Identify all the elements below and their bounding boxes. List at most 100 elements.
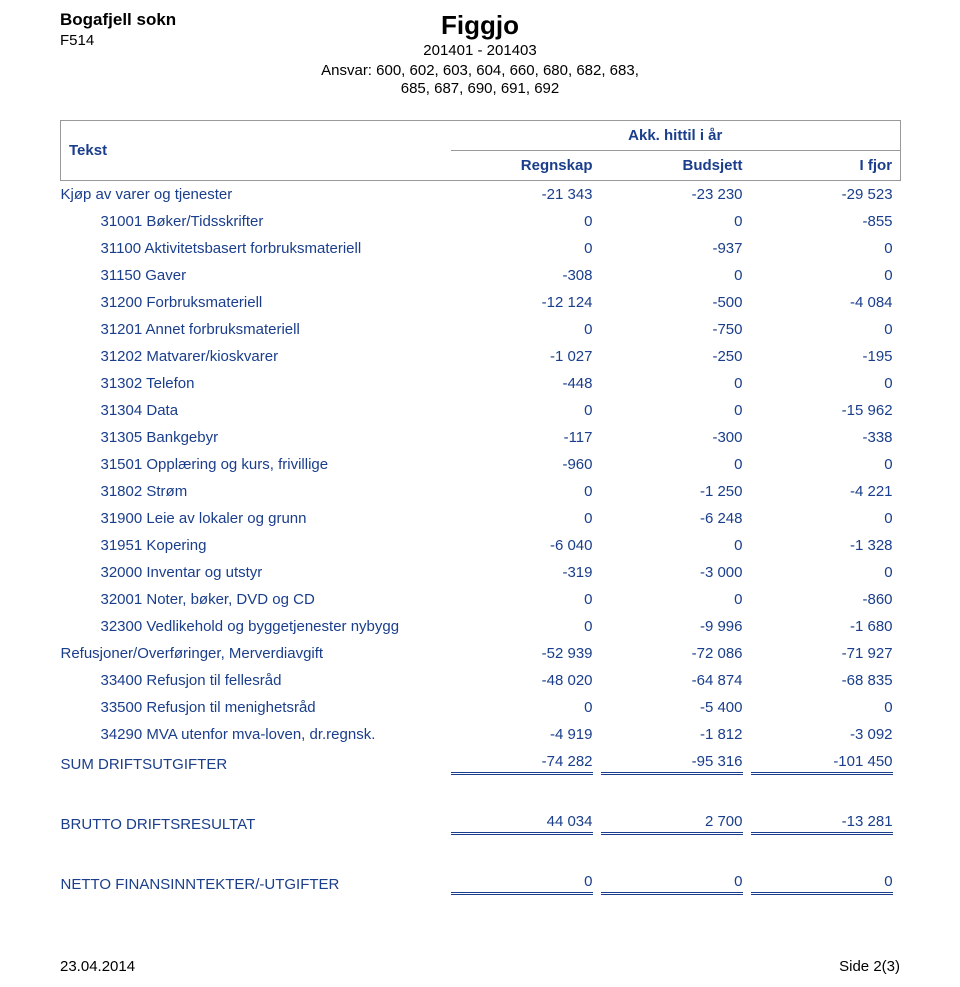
row-regnskap: 0 <box>451 397 601 424</box>
row-budsjett: -6 248 <box>601 505 751 532</box>
row-label: 31001 Bøker/Tidsskrifter <box>61 208 451 235</box>
row-regnskap: -319 <box>451 559 601 586</box>
row-budsjett: -300 <box>601 424 751 451</box>
row-budsjett: -9 996 <box>601 613 751 640</box>
row-ifjor: 0 <box>751 694 901 721</box>
row-ifjor: -855 <box>751 208 901 235</box>
row-label: 32001 Noter, bøker, DVD og CD <box>61 586 451 613</box>
row-label: 31304 Data <box>61 397 451 424</box>
row-regnskap: 0 <box>451 478 601 505</box>
row-budsjett: -23 230 <box>601 181 751 209</box>
row-regnskap: -1 027 <box>451 343 601 370</box>
row-label: 32300 Vedlikehold og byggetjenester nyby… <box>61 613 451 640</box>
sum-drift-ifjor: -101 450 <box>751 748 901 780</box>
table-row: 32000 Inventar og utstyr-319-3 0000 <box>61 559 901 586</box>
row-ifjor: 0 <box>751 316 901 343</box>
row-regnskap: 0 <box>451 208 601 235</box>
row-label: 33500 Refusjon til menighetsråd <box>61 694 451 721</box>
row-ifjor: 0 <box>751 370 901 397</box>
row-budsjett: -500 <box>601 289 751 316</box>
row-label: 31201 Annet forbruksmateriell <box>61 316 451 343</box>
row-ifjor: 0 <box>751 262 901 289</box>
row-budsjett: -5 400 <box>601 694 751 721</box>
row-ifjor: -3 092 <box>751 721 901 748</box>
sum-drift-regnskap: -74 282 <box>451 748 601 780</box>
row-regnskap: 0 <box>451 586 601 613</box>
row-label: 31900 Leie av lokaler og grunn <box>61 505 451 532</box>
row-label: Kjøp av varer og tjenester <box>61 181 451 209</box>
row-ifjor: 0 <box>751 559 901 586</box>
row-ifjor: 0 <box>751 235 901 262</box>
row-label: 31150 Gaver <box>61 262 451 289</box>
footer-page: Side 2(3) <box>839 958 900 975</box>
ansvar-line-1: Ansvar: 600, 602, 603, 604, 660, 680, 68… <box>60 62 900 79</box>
row-ifjor: 0 <box>751 451 901 478</box>
table-row: 31150 Gaver-30800 <box>61 262 901 289</box>
table-row: 31202 Matvarer/kioskvarer-1 027-250-195 <box>61 343 901 370</box>
row-regnskap: 0 <box>451 505 601 532</box>
row-ifjor: -1 328 <box>751 532 901 559</box>
report-page: Bogafjell sokn F514 Figgjo 201401 - 2014… <box>0 0 960 987</box>
brutto-label: BRUTTO DRIFTSRESULTAT <box>61 808 451 840</box>
row-budsjett: -72 086 <box>601 640 751 667</box>
row-regnskap: -48 020 <box>451 667 601 694</box>
footer-date: 23.04.2014 <box>60 958 135 975</box>
row-budsjett: -750 <box>601 316 751 343</box>
row-label: 31951 Kopering <box>61 532 451 559</box>
table-row: 31305 Bankgebyr-117-300-338 <box>61 424 901 451</box>
row-regnskap: -117 <box>451 424 601 451</box>
row-label: 31100 Aktivitetsbasert forbruksmateriell <box>61 235 451 262</box>
row-budsjett: -3 000 <box>601 559 751 586</box>
table-row: Refusjoner/Overføringer, Merverdiavgift-… <box>61 640 901 667</box>
page-footer: 23.04.2014 Side 2(3) <box>60 958 900 975</box>
row-ifjor: -860 <box>751 586 901 613</box>
row-ifjor: -29 523 <box>751 181 901 209</box>
row-label: 31202 Matvarer/kioskvarer <box>61 343 451 370</box>
sum-drift-label: SUM DRIFTSUTGIFTER <box>61 748 451 780</box>
row-budsjett: 0 <box>601 370 751 397</box>
row-regnskap: -52 939 <box>451 640 601 667</box>
netto-label: NETTO FINANSINNTEKTER/-UTGIFTER <box>61 868 451 900</box>
table-row: 31304 Data00-15 962 <box>61 397 901 424</box>
row-budsjett: 0 <box>601 586 751 613</box>
brutto-ifjor: -13 281 <box>751 808 901 840</box>
table-row: 33500 Refusjon til menighetsråd0-5 4000 <box>61 694 901 721</box>
netto-regnskap: 0 <box>451 868 601 900</box>
col-header-regnskap: Regnskap <box>451 151 601 181</box>
sum-drift-budsjett: -95 316 <box>601 748 751 780</box>
netto-budsjett: 0 <box>601 868 751 900</box>
table-row: 31302 Telefon-44800 <box>61 370 901 397</box>
row-label: 34290 MVA utenfor mva-loven, dr.regnsk. <box>61 721 451 748</box>
netto-row: NETTO FINANSINNTEKTER/-UTGIFTER 0 0 0 <box>61 868 901 900</box>
table-row: 31001 Bøker/Tidsskrifter00-855 <box>61 208 901 235</box>
row-label: 31305 Bankgebyr <box>61 424 451 451</box>
table-row: 31900 Leie av lokaler og grunn0-6 2480 <box>61 505 901 532</box>
row-regnskap: -6 040 <box>451 532 601 559</box>
brutto-regnskap: 44 034 <box>451 808 601 840</box>
row-ifjor: -4 084 <box>751 289 901 316</box>
row-regnskap: -12 124 <box>451 289 601 316</box>
table-row: 31100 Aktivitetsbasert forbruksmateriell… <box>61 235 901 262</box>
col-header-budsjett: Budsjett <box>601 151 751 181</box>
table-row: 31200 Forbruksmateriell-12 124-500-4 084 <box>61 289 901 316</box>
col-header-akk: Akk. hittil i år <box>451 121 901 151</box>
row-budsjett: 0 <box>601 262 751 289</box>
row-budsjett: -64 874 <box>601 667 751 694</box>
row-regnskap: -4 919 <box>451 721 601 748</box>
row-regnskap: 0 <box>451 316 601 343</box>
netto-ifjor: 0 <box>751 868 901 900</box>
row-ifjor: -4 221 <box>751 478 901 505</box>
table-row: 34290 MVA utenfor mva-loven, dr.regnsk.-… <box>61 721 901 748</box>
table-row: 31802 Strøm0-1 250-4 221 <box>61 478 901 505</box>
ansvar-line-2: 685, 687, 690, 691, 692 <box>60 80 900 97</box>
row-label: Refusjoner/Overføringer, Merverdiavgift <box>61 640 451 667</box>
row-budsjett: -1 250 <box>601 478 751 505</box>
row-budsjett: -937 <box>601 235 751 262</box>
row-label: 33400 Refusjon til fellesråd <box>61 667 451 694</box>
row-label: 31200 Forbruksmateriell <box>61 289 451 316</box>
row-regnskap: -960 <box>451 451 601 478</box>
row-ifjor: 0 <box>751 505 901 532</box>
row-budsjett: 0 <box>601 451 751 478</box>
brutto-budsjett: 2 700 <box>601 808 751 840</box>
table-row: 32001 Noter, bøker, DVD og CD00-860 <box>61 586 901 613</box>
